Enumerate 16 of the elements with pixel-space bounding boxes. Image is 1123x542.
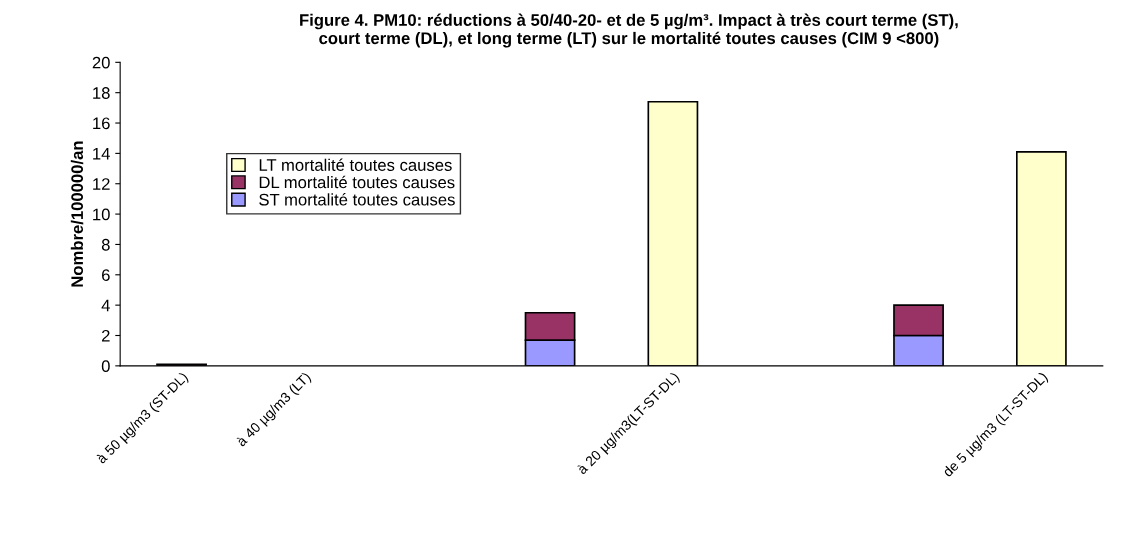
y-tick-label: 18 [93,87,110,99]
y-tick-label: 10 [93,208,110,221]
y-tick-label: 8 [101,238,110,251]
y-tick-label: 12 [93,178,110,190]
y-tick-label: 20 [92,56,110,69]
y-tick-label: 16 [93,117,110,130]
y-tick-label: 6 [102,269,110,281]
y-axis-title: Nombre/100000/an [70,141,84,287]
chart-title: Figure 4. PM10: réductions à 50/40-20- et de 5 µg/m³. Impact à très court terme (ST), court terme (DL), et long terme (LT) sur le mortalité toutes causes (CIM 9 <800) [300,13,958,48]
y-tick-label: 2 [102,329,110,342]
legend-label: DL mortalité toutes causes [259,175,455,189]
y-tick-label: 0 [101,360,110,373]
legend-label: ST mortalité toutes causes [259,193,455,206]
y-tick-label: 14 [93,147,110,160]
y-tick-label: 4 [101,299,110,312]
legend-label: LT mortalité toutes causes [259,158,452,171]
